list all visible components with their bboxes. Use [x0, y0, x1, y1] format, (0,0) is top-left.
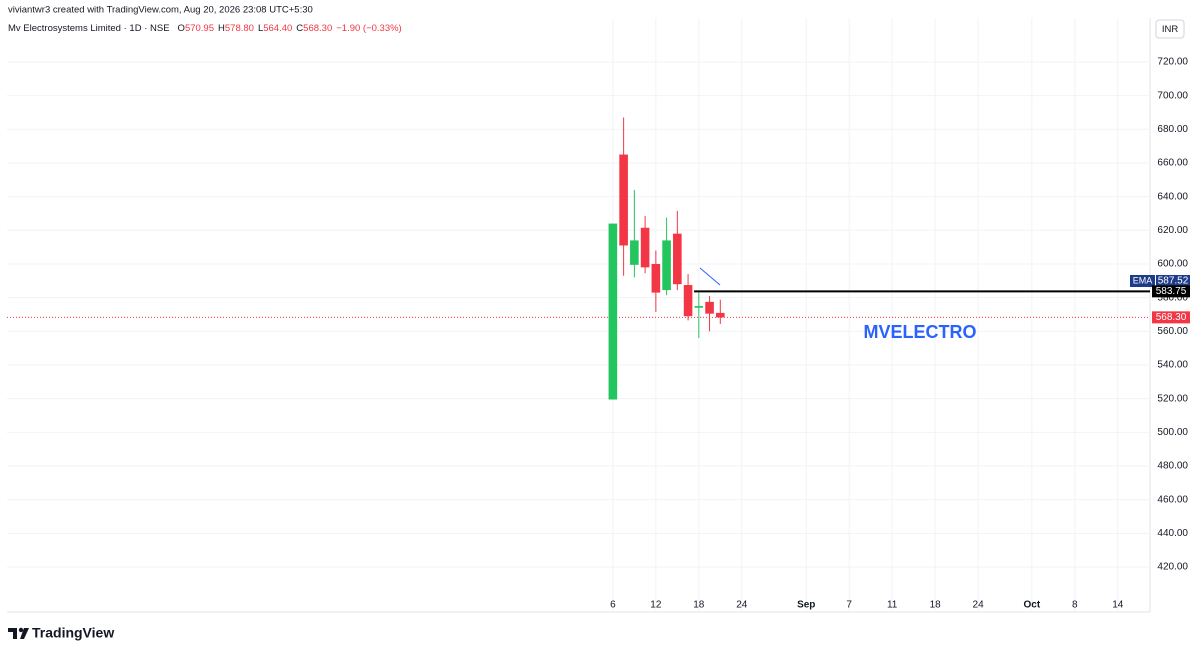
candle-body	[683, 285, 693, 317]
y-tick-label: 420.00	[1157, 562, 1188, 573]
ema-value: 587.52	[1158, 276, 1189, 287]
candle-body	[694, 306, 704, 308]
brand-name: TradingView	[32, 625, 114, 641]
level-value: 583.75	[1156, 286, 1187, 297]
x-tick-label: Oct	[1023, 600, 1040, 611]
y-tick-label: 620.00	[1157, 225, 1188, 236]
credit: viviantwr3 created with TradingView.com,…	[8, 5, 313, 16]
y-tick-label: 580.00	[1157, 292, 1188, 303]
legend-title: Mv Electrosystems Limited · 1D · NSE	[8, 23, 170, 34]
y-tick-label: 520.00	[1157, 393, 1188, 404]
x-tick-label: Sep	[797, 600, 815, 611]
trend-line-drawing	[699, 267, 721, 286]
level-value-box	[1152, 285, 1190, 298]
legend-value: 578.80	[225, 23, 254, 34]
legend-key: L	[258, 23, 263, 34]
x-tick-label: 7	[846, 600, 852, 611]
ema-name-box	[1130, 274, 1155, 287]
ema-name: EMA	[1133, 275, 1153, 285]
legend-key: O	[178, 23, 185, 34]
candle-body	[640, 227, 650, 268]
x-tick-label: 18	[930, 600, 942, 611]
currency-box	[1155, 19, 1185, 39]
y-tick-label: 700.00	[1157, 90, 1188, 101]
candle-body	[705, 301, 714, 314]
candle-body	[662, 240, 671, 291]
ema-value-box	[1156, 274, 1190, 287]
candle-body	[716, 312, 725, 318]
y-tick-label: 640.00	[1157, 191, 1188, 202]
candle-body	[673, 233, 682, 285]
candle-body	[619, 154, 628, 246]
currency-label: INR	[1162, 24, 1179, 35]
y-tick-label: 480.00	[1157, 461, 1188, 472]
y-tick-label: 440.00	[1157, 528, 1188, 539]
x-tick-label: 24	[736, 600, 748, 611]
x-tick-label: 24	[973, 600, 985, 611]
y-tick-label: 660.00	[1157, 158, 1188, 169]
x-tick-label: 8	[1072, 600, 1078, 611]
last-price-value: 568.30	[1156, 312, 1187, 323]
legend-key: H	[218, 23, 225, 34]
last-price-box	[1152, 311, 1190, 324]
legend-change: −1.90 (−0.33%)	[336, 23, 402, 34]
y-tick-label: 500.00	[1157, 427, 1188, 438]
x-tick-label: 6	[610, 600, 616, 611]
candle-body	[651, 263, 661, 293]
x-tick-label: 14	[1112, 600, 1124, 611]
brand-logo	[8, 627, 29, 639]
y-tick-label: 680.00	[1157, 124, 1188, 135]
y-tick-label: 600.00	[1157, 259, 1188, 270]
x-tick-label: 12	[650, 600, 662, 611]
y-tick-label: 560.00	[1157, 326, 1188, 337]
y-tick-label: 720.00	[1157, 57, 1188, 68]
candle-body	[608, 223, 618, 400]
annotation: MVELECTRO	[863, 322, 976, 342]
legend-value: 570.95	[185, 23, 214, 34]
legend-key: C	[296, 23, 303, 34]
legend-text: Mv Electrosystems Limited · 1D · NSE O570…	[8, 23, 402, 34]
x-tick-label: 18	[693, 600, 705, 611]
legend: Mv Electrosystems Limited · 1D · NSE O570…	[8, 23, 402, 34]
candle-body	[630, 240, 639, 265]
y-tick-label: 540.00	[1157, 360, 1188, 371]
x-tick-label: 11	[887, 600, 898, 611]
legend-value: 568.30	[303, 23, 332, 34]
y-tick-label: 460.00	[1157, 494, 1188, 505]
legend-value: 564.40	[263, 23, 292, 34]
